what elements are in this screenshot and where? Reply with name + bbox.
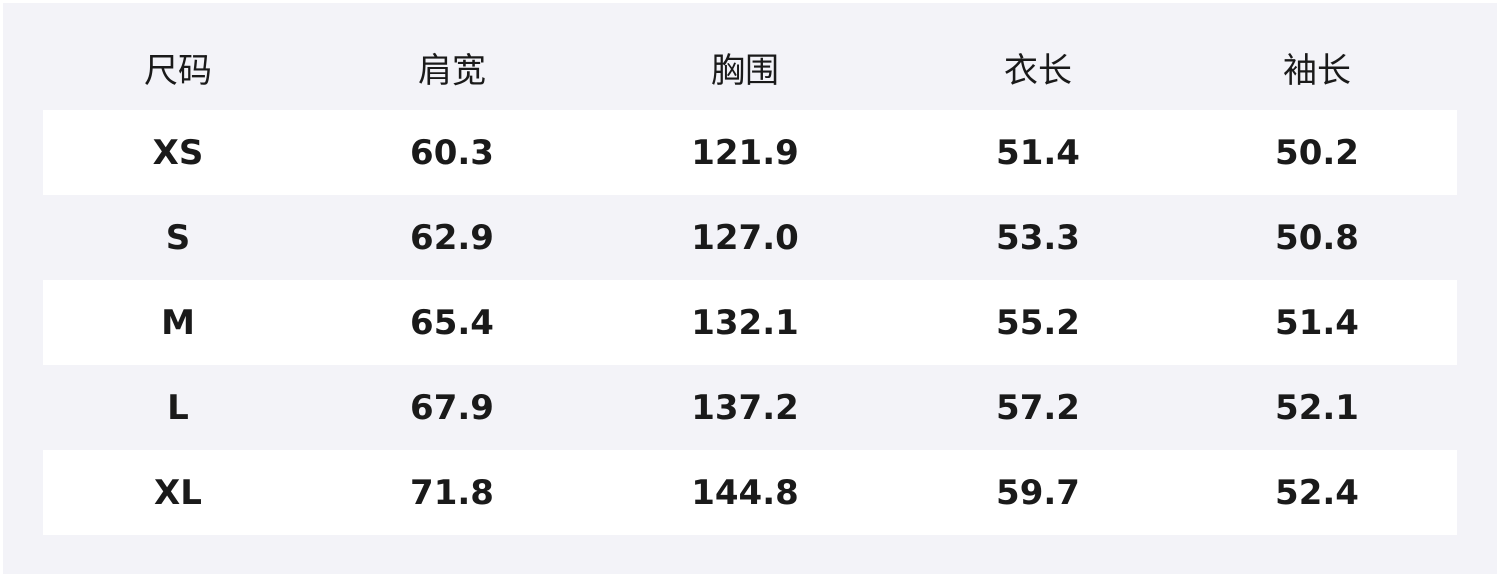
header-size: 尺码 xyxy=(144,51,212,91)
cell-shoulder: 65.4 xyxy=(313,280,591,365)
table-row: M 65.4 132.1 55.2 51.4 xyxy=(43,280,1457,365)
table-row: L 67.9 137.2 57.2 52.1 xyxy=(43,365,1457,450)
header-length: 衣长 xyxy=(1004,51,1072,91)
header-chest: 胸围 xyxy=(711,51,779,91)
cell-sleeve: 52.1 xyxy=(1275,387,1359,428)
cell-size: M xyxy=(43,280,313,365)
cell-chest: 144.8 xyxy=(591,450,899,535)
cell-size: S xyxy=(165,217,191,258)
cell-length: 51.4 xyxy=(899,110,1177,195)
cell-chest: 121.9 xyxy=(591,110,899,195)
cell-chest: 132.1 xyxy=(591,280,899,365)
cell-size: XS xyxy=(43,110,313,195)
cell-chest: 137.2 xyxy=(691,387,799,428)
table-row: XS 60.3 121.9 51.4 50.2 xyxy=(43,110,1457,195)
cell-shoulder: 62.9 xyxy=(410,217,494,258)
cell-length: 57.2 xyxy=(996,387,1080,428)
size-table: 尺码 肩宽 胸围 衣长 袖长 XS 60.3 121.9 51.4 50.2 S 62.9 1… xyxy=(43,25,1457,535)
cell-sleeve: 51.4 xyxy=(1177,280,1457,365)
header-row: 尺码 肩宽 胸围 衣长 袖长 xyxy=(43,25,1457,110)
cell-size: L xyxy=(167,387,189,428)
cell-sleeve: 50.2 xyxy=(1177,110,1457,195)
size-chart-panel: 尺码 肩宽 胸围 衣长 袖长 XS 60.3 121.9 51.4 50.2 S 62.9 1… xyxy=(3,3,1497,574)
cell-shoulder: 71.8 xyxy=(313,450,591,535)
cell-shoulder: 60.3 xyxy=(313,110,591,195)
table-row: S 62.9 127.0 53.3 50.8 xyxy=(43,195,1457,280)
header-sleeve: 袖长 xyxy=(1283,51,1351,91)
cell-length: 55.2 xyxy=(899,280,1177,365)
header-shoulder: 肩宽 xyxy=(418,51,486,91)
cell-length: 59.7 xyxy=(899,450,1177,535)
cell-length: 53.3 xyxy=(996,217,1080,258)
cell-size: XL xyxy=(43,450,313,535)
table-row: XL 71.8 144.8 59.7 52.4 xyxy=(43,450,1457,535)
cell-chest: 127.0 xyxy=(691,217,799,258)
cell-sleeve: 50.8 xyxy=(1275,217,1359,258)
cell-shoulder: 67.9 xyxy=(410,387,494,428)
cell-sleeve: 52.4 xyxy=(1177,450,1457,535)
